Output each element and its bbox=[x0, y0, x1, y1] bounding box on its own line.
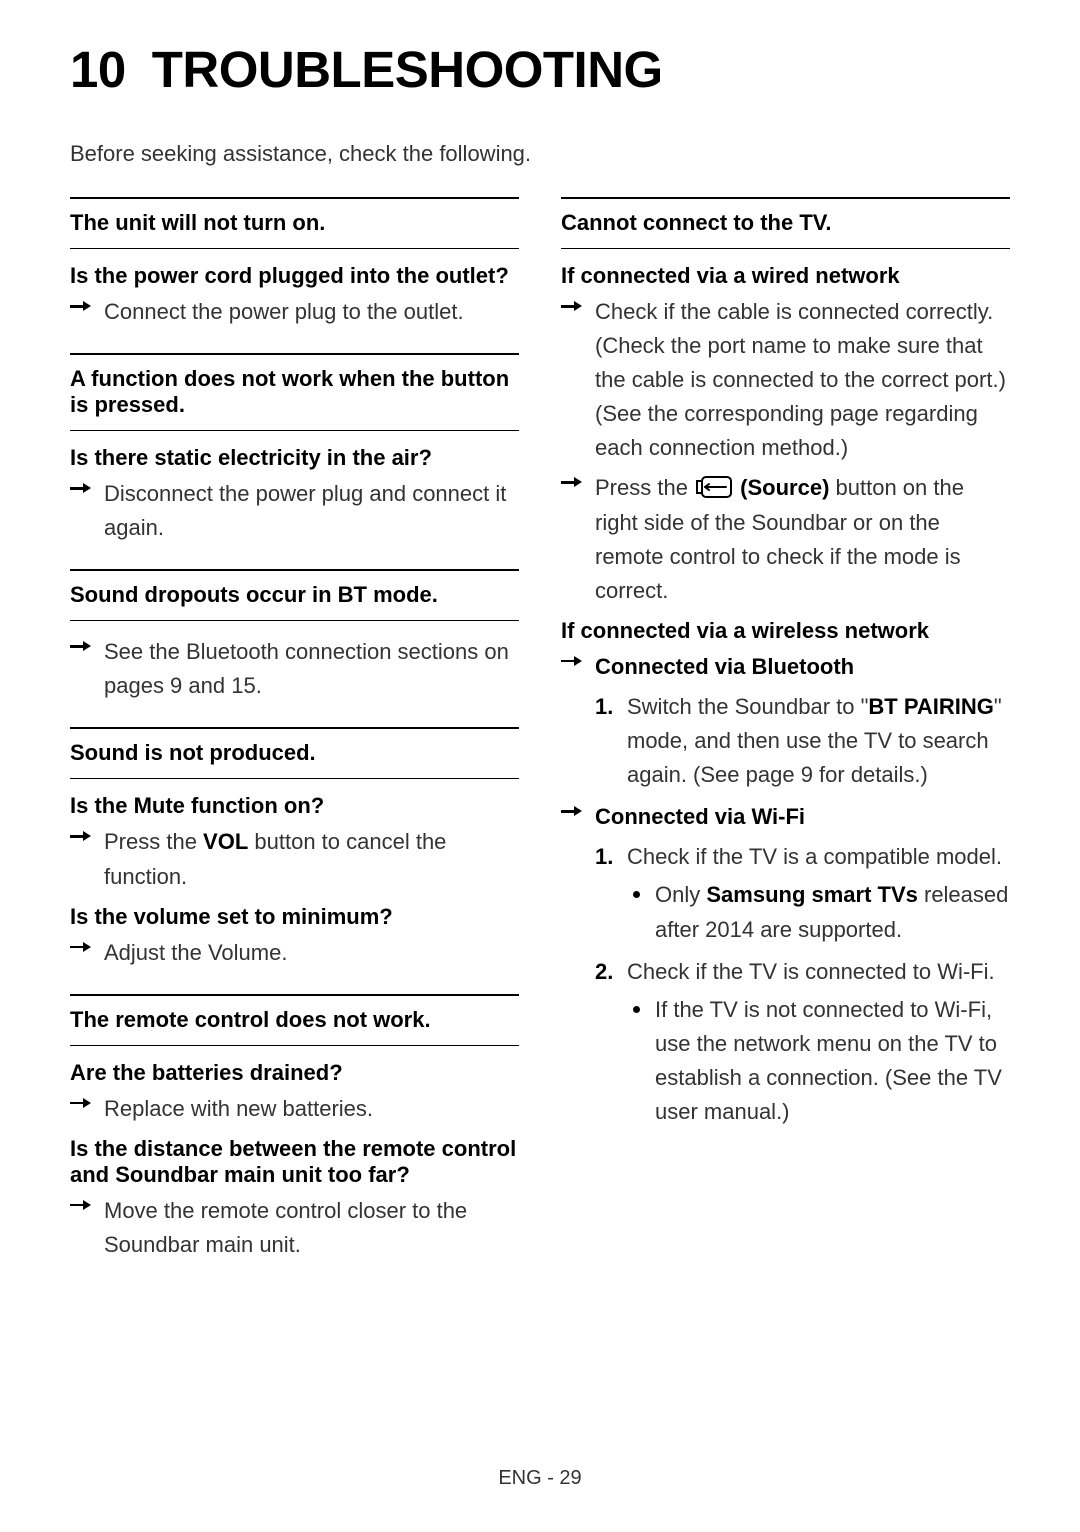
intro-text: Before seeking assistance, check the fol… bbox=[70, 141, 1010, 167]
question-batteries: Are the batteries drained? bbox=[70, 1060, 519, 1086]
wifi-sublist: 1.Check if the TV is a compatible model.… bbox=[561, 840, 1010, 1129]
answer-wired-cable: Check if the cable is connected correctl… bbox=[561, 295, 1010, 465]
question-power-cord: Is the power cord plugged into the outle… bbox=[70, 263, 519, 289]
page-title: 10 TROUBLESHOOTING bbox=[70, 40, 1010, 99]
section-body-tv: If connected via a wired network Check i… bbox=[561, 249, 1010, 1155]
content-columns: The unit will not turn on. Is the power … bbox=[70, 197, 1010, 1286]
left-column: The unit will not turn on. Is the power … bbox=[70, 197, 519, 1286]
section-head-tv: Cannot connect to the TV. bbox=[561, 197, 1010, 249]
answer-distance: Move the remote control closer to the So… bbox=[70, 1194, 519, 1262]
source-icon bbox=[696, 476, 732, 498]
section-body-bt: See the Bluetooth connection sections on… bbox=[70, 621, 519, 727]
section-head-remote: The remote control does not work. bbox=[70, 994, 519, 1046]
answer-mute: Press the VOL button to cancel the funct… bbox=[70, 825, 519, 893]
wifi-step-1: 1.Check if the TV is a compatible model.… bbox=[595, 840, 1010, 946]
answer-wired-source: Press the (Source) button on the right s… bbox=[561, 471, 1010, 607]
section-body-sound: Is the Mute function on? Press the VOL b… bbox=[70, 779, 519, 993]
question-wired: If connected via a wired network bbox=[561, 263, 1010, 289]
answer-static: Disconnect the power plug and connect it… bbox=[70, 477, 519, 545]
wireless-bt-label: Connected via Bluetooth bbox=[561, 650, 1010, 684]
question-static: Is there static electricity in the air? bbox=[70, 445, 519, 471]
answer-batteries: Replace with new batteries. bbox=[70, 1092, 519, 1126]
right-column: Cannot connect to the TV. If connected v… bbox=[561, 197, 1010, 1286]
wireless-wifi-label: Connected via Wi-Fi bbox=[561, 800, 1010, 834]
section-body-power: Is the power cord plugged into the outle… bbox=[70, 249, 519, 353]
wifi-step-1-note: Only Samsung smart TVs released after 20… bbox=[627, 878, 1010, 946]
page: 10 TROUBLESHOOTING Before seeking assista… bbox=[0, 0, 1080, 1532]
wifi-step-2: 2.Check if the TV is connected to Wi-Fi.… bbox=[595, 955, 1010, 1129]
question-wireless: If connected via a wireless network bbox=[561, 618, 1010, 644]
chapter-title: TROUBLESHOOTING bbox=[152, 41, 663, 98]
section-head-function: A function does not work when the button… bbox=[70, 353, 519, 431]
section-head-sound: Sound is not produced. bbox=[70, 727, 519, 779]
answer-power-cord: Connect the power plug to the outlet. bbox=[70, 295, 519, 329]
page-footer: ENG - 29 bbox=[0, 1467, 1080, 1490]
bt-step-1: 1.Switch the Soundbar to "BT PAIRING" mo… bbox=[595, 690, 1010, 792]
section-head-power: The unit will not turn on. bbox=[70, 197, 519, 249]
question-volume-min: Is the volume set to minimum? bbox=[70, 904, 519, 930]
section-head-bt: Sound dropouts occur in BT mode. bbox=[70, 569, 519, 621]
answer-volume-min: Adjust the Volume. bbox=[70, 936, 519, 970]
section-body-function: Is there static electricity in the air? … bbox=[70, 431, 519, 569]
question-mute: Is the Mute function on? bbox=[70, 793, 519, 819]
section-body-remote: Are the batteries drained? Replace with … bbox=[70, 1046, 519, 1286]
chapter-number: 10 bbox=[70, 41, 126, 98]
question-distance: Is the distance between the remote contr… bbox=[70, 1136, 519, 1188]
answer-bt: See the Bluetooth connection sections on… bbox=[70, 635, 519, 703]
bt-sublist: 1.Switch the Soundbar to "BT PAIRING" mo… bbox=[561, 690, 1010, 792]
wifi-step-2-note: If the TV is not connected to Wi-Fi, use… bbox=[627, 993, 1010, 1129]
